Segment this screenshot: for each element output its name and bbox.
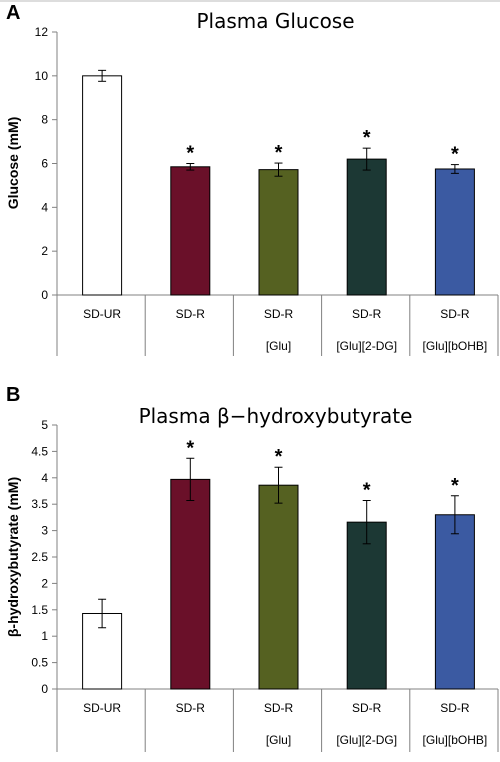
panel-b-category-label: SD-R <box>352 701 382 715</box>
panel-a-y-tick-label: 10 <box>35 69 49 83</box>
panel-b-significance-star: * <box>363 480 371 502</box>
panel-b-y-tick-label: 2 <box>41 576 48 590</box>
panel-b-y-tick-label: 5 <box>41 418 48 432</box>
panel-a-y-tick-label: 6 <box>41 157 48 171</box>
panel-a-y-tick-label: 2 <box>41 244 48 258</box>
panel-a-significance-star: * <box>275 142 283 164</box>
panel-b-chart: B Plasma β−hydroxybutyrate β-hydroxybutyra… <box>5 384 499 752</box>
panel-a-y-tick-label: 8 <box>41 113 48 127</box>
panel-b-significance-star: * <box>186 437 194 459</box>
panel-a-bar <box>258 169 299 296</box>
panel-b-label: B <box>6 384 20 406</box>
panel-b-y-tick-label: 0.5 <box>31 656 48 670</box>
panel-b-bar <box>170 478 211 690</box>
panel-a-y-axis-label: Glucose (mM) <box>5 117 21 210</box>
panel-b-category-label: SD-R <box>440 701 470 715</box>
panel-b-y-tick-label: 3 <box>41 524 48 538</box>
panel-a-label: A <box>6 2 20 24</box>
panel-a-significance-star: * <box>451 144 459 166</box>
panel-b-y-axis-label: β-hydroxybutyrate (mM) <box>5 477 21 637</box>
panel-b-category-label: SD-R <box>264 701 294 715</box>
panel-a-bar <box>346 158 387 296</box>
panel-b-significance-star: * <box>275 446 283 468</box>
panel-a-significance-star: * <box>186 143 194 165</box>
panel-b-bar <box>434 514 475 690</box>
panel-b-y-tick-label: 3.5 <box>31 497 48 511</box>
panel-b-y-tick-label: 0 <box>41 682 48 696</box>
panel-a-y-tick-label: 0 <box>41 288 48 302</box>
panel-b-bar <box>346 521 387 690</box>
panel-b-category-sublabel: [Glu] <box>266 733 291 747</box>
panel-b-bar <box>258 484 299 690</box>
panel-b-y-tick-label: 2.5 <box>31 550 48 564</box>
panel-b-title: Plasma β−hydroxybutyrate <box>139 404 413 428</box>
panel-a-bar <box>434 168 475 296</box>
panel-b-category-sublabel: [Glu][bOHB] <box>423 733 488 747</box>
panel-a-category-sublabel: [Glu][bOHB] <box>423 339 488 353</box>
panel-a-y-tick-label: 4 <box>41 200 48 214</box>
panel-a-category-sublabel: [Glu][2-DG] <box>336 339 397 353</box>
panel-a-title: Plasma Glucose <box>196 9 354 33</box>
panel-b-y-tick-label: 4.5 <box>31 444 48 458</box>
panel-a-chart: A Plasma Glucose Glucose (mM) 0 2 4 6 8 10 12 SD-U… <box>0 0 500 356</box>
panel-a-category-label: SD-R <box>176 307 206 321</box>
panel-a-category-label: SD-R <box>352 307 382 321</box>
panel-a-category-label: SD-R <box>440 307 470 321</box>
panel-a-category-sublabel: [Glu] <box>266 339 291 353</box>
panel-b-y-tick-label: 4 <box>41 471 48 485</box>
panel-b-y-tick-label: 1 <box>41 629 48 643</box>
panel-b-category-label: SD-R <box>176 701 206 715</box>
panel-a-bar <box>170 166 211 296</box>
panel-a-y-tick-label: 12 <box>35 25 49 39</box>
panel-b-category-label: SD-UR <box>83 701 121 715</box>
panel-b-category-sublabel: [Glu][2-DG] <box>336 733 397 747</box>
panel-a-bar <box>82 75 123 296</box>
panel-a-category-label: SD-UR <box>83 307 121 321</box>
panel-b-significance-star: * <box>451 475 459 497</box>
panel-b-y-tick-label: 1.5 <box>31 603 48 617</box>
panel-a-category-label: SD-R <box>264 307 294 321</box>
panel-a-significance-star: * <box>363 127 371 149</box>
